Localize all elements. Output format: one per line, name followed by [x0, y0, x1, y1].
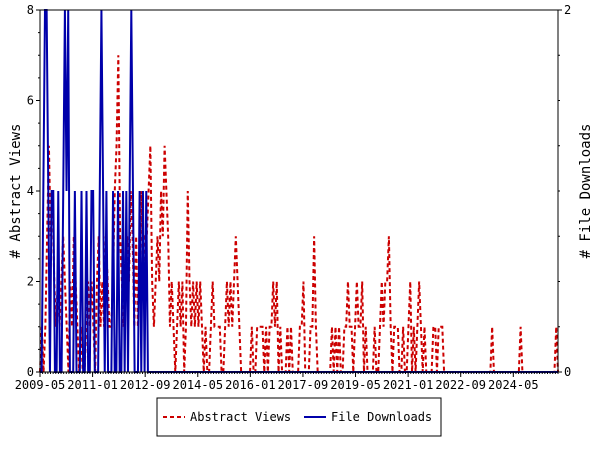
legend-label-abstract-views: Abstract Views: [190, 410, 291, 424]
left-tick-label: 8: [27, 3, 34, 17]
left-y-axis: 0 2 4 6 8: [27, 3, 40, 379]
legend: Abstract Views File Downloads: [156, 397, 442, 437]
legend-label-file-downloads: File Downloads: [331, 410, 432, 424]
legend-box: [156, 397, 442, 437]
x-tick-label: 2016-01: [225, 378, 276, 392]
x-axis: 2009-05 2011-01 2012-09 2014-05 2016-01 2017-…: [15, 372, 559, 392]
x-tick-label: 2019-05: [330, 378, 381, 392]
left-axis-title: # Abstract Views: [8, 124, 24, 259]
right-axis-title: # File Downloads: [578, 124, 594, 259]
x-tick-label: 2024-05: [488, 378, 539, 392]
x-tick-label: 2011-01: [67, 378, 118, 392]
left-tick-label: 6: [27, 94, 34, 108]
x-tick-label: 2014-05: [172, 378, 223, 392]
right-tick-label: 2: [564, 3, 571, 17]
x-tick-label: 2009-05: [15, 378, 66, 392]
x-tick-label: 2017-09: [278, 378, 329, 392]
x-tick-label: 2022-09: [435, 378, 486, 392]
left-tick-label: 0: [27, 365, 34, 379]
right-y-axis: 02: [558, 3, 571, 379]
right-tick-label: 0: [564, 365, 571, 379]
series-line-abstract-views: [39, 55, 559, 373]
x-tick-label: 2021-01: [383, 378, 434, 392]
left-tick-label: 2: [27, 275, 34, 289]
left-tick-label: 4: [27, 184, 34, 198]
x-tick-label: 2012-09: [120, 378, 171, 392]
